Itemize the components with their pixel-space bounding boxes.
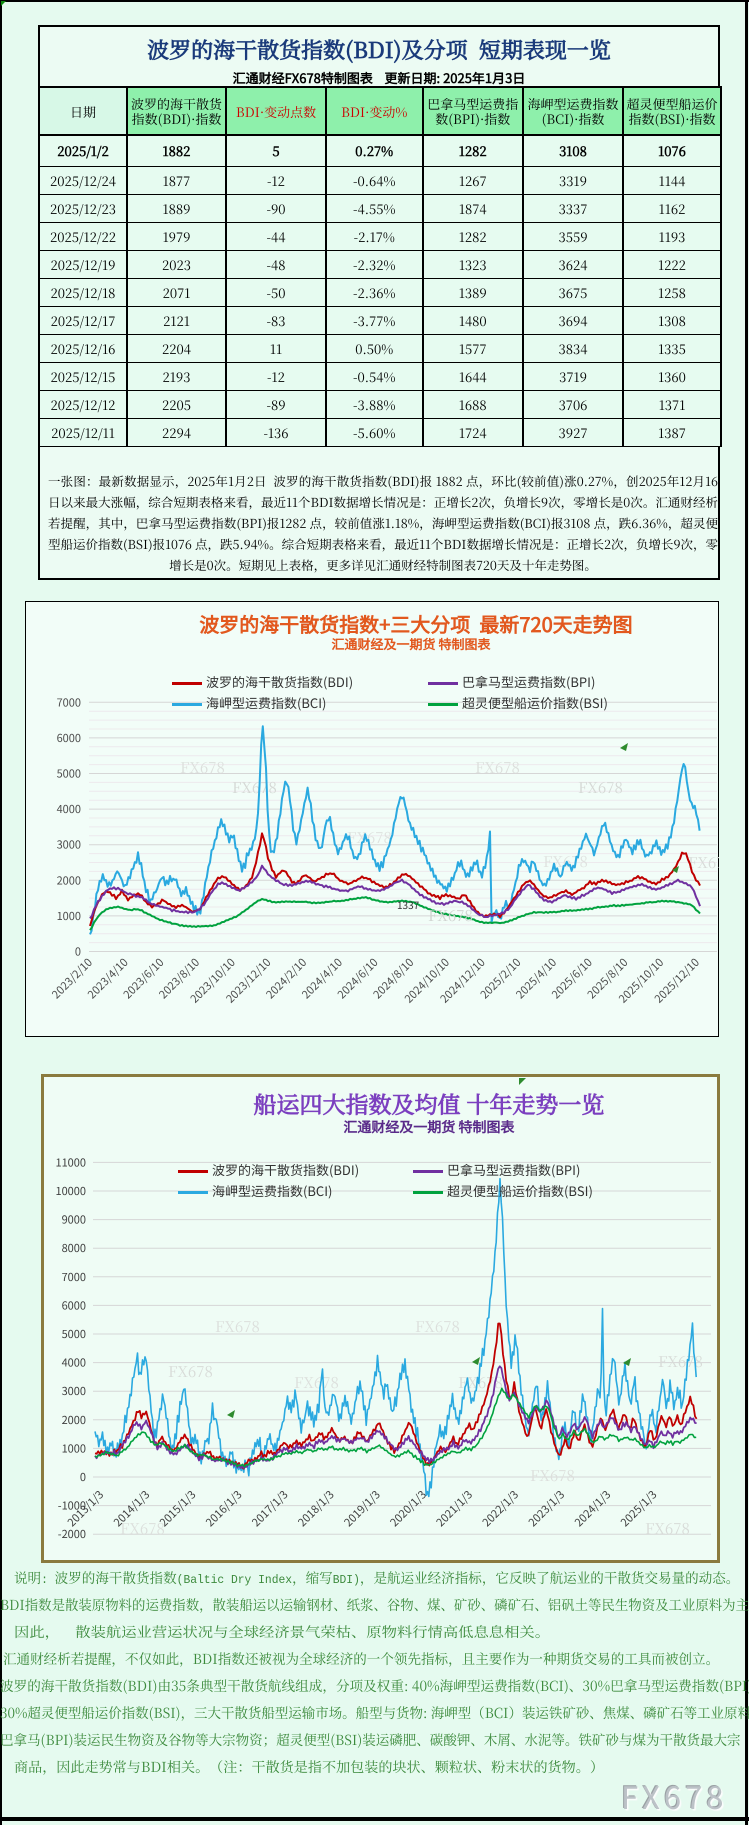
svg-text:FX678: FX678: [543, 851, 588, 872]
svg-text:6000: 6000: [62, 1297, 86, 1313]
svg-text:10000: 10000: [55, 1183, 86, 1199]
svg-text:2015/1/3: 2015/1/3: [156, 1487, 199, 1530]
svg-text:-2000: -2000: [58, 1526, 86, 1542]
svg-text:FX678: FX678: [215, 1316, 260, 1337]
svg-text:7000: 7000: [62, 1269, 86, 1285]
svg-text:0: 0: [75, 944, 81, 960]
svg-text:4000: 4000: [57, 801, 81, 817]
svg-text:5000: 5000: [62, 1326, 86, 1342]
svg-text:1337: 1337: [397, 897, 420, 912]
svg-text:-1000: -1000: [58, 1498, 86, 1514]
svg-text:FX678: FX678: [294, 1372, 339, 1393]
svg-text:11000: 11000: [55, 1154, 86, 1170]
svg-text:3000: 3000: [62, 1383, 86, 1399]
svg-text:FX678: FX678: [645, 1518, 690, 1539]
svg-text:FX678: FX678: [415, 1316, 460, 1337]
svg-text:2020/1/3: 2020/1/3: [386, 1487, 429, 1530]
svg-text:9000: 9000: [62, 1212, 86, 1228]
svg-text:2024/1/3: 2024/1/3: [571, 1487, 614, 1530]
svg-text:FX678: FX678: [530, 1465, 575, 1486]
svg-text:2000: 2000: [62, 1412, 86, 1428]
svg-text:2022/1/3: 2022/1/3: [479, 1487, 522, 1530]
svg-text:2021/1/3: 2021/1/3: [433, 1487, 476, 1530]
svg-text:7000: 7000: [57, 694, 81, 710]
svg-text:2016/1/3: 2016/1/3: [202, 1487, 245, 1530]
svg-text:1000: 1000: [57, 908, 81, 924]
svg-text:FX678: FX678: [428, 905, 473, 926]
svg-text:4000: 4000: [62, 1355, 86, 1371]
svg-text:FX678: FX678: [120, 1518, 165, 1539]
svg-text:2018/1/3: 2018/1/3: [294, 1487, 337, 1530]
svg-text:6000: 6000: [57, 730, 81, 746]
svg-text:1000: 1000: [62, 1440, 86, 1456]
svg-text:FX678: FX678: [578, 777, 623, 798]
svg-text:FX678: FX678: [232, 777, 277, 798]
svg-text:FX678: FX678: [168, 1361, 213, 1382]
svg-text:3000: 3000: [57, 837, 81, 853]
svg-text:2019/1/3: 2019/1/3: [340, 1487, 383, 1530]
svg-text:2000: 2000: [57, 872, 81, 888]
svg-text:0: 0: [80, 1469, 86, 1485]
svg-text:2017/1/3: 2017/1/3: [248, 1487, 291, 1530]
svg-text:5000: 5000: [57, 766, 81, 782]
svg-text:8000: 8000: [62, 1240, 86, 1256]
svg-text:FX678: FX678: [658, 1351, 703, 1372]
svg-text:2023/1/3: 2023/1/3: [525, 1487, 568, 1530]
svg-text:FX678: FX678: [347, 827, 392, 848]
svg-text:FX678: FX678: [688, 852, 719, 873]
svg-text:FX678: FX678: [475, 757, 520, 778]
svg-text:FX678: FX678: [180, 757, 225, 778]
